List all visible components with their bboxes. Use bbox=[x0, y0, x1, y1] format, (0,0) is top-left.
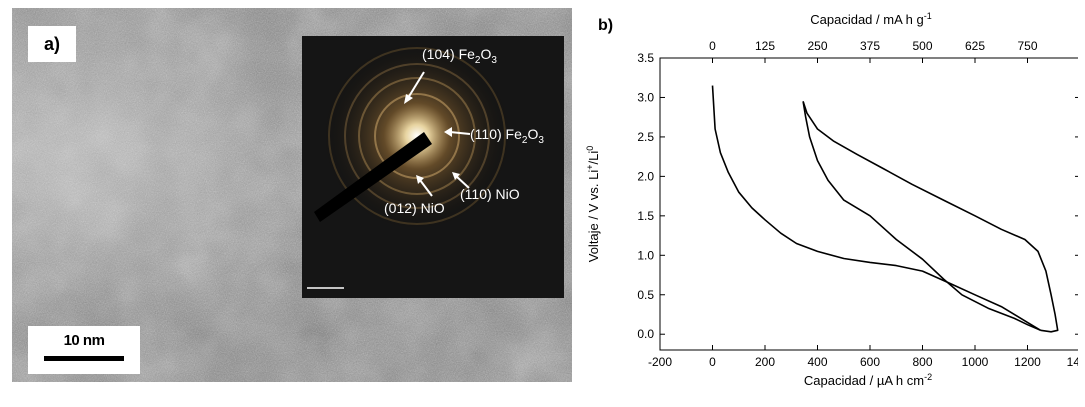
y-tick-label: 1.5 bbox=[637, 209, 654, 223]
y-tick-label: 0.5 bbox=[637, 288, 654, 302]
capacity-voltage-chart: b) Capacidad / mA h g-1 0 125 250 375 500 625… bbox=[585, 11, 1078, 388]
y-axis-title: Voltaje / V vs. Li+/Li0 bbox=[585, 146, 601, 263]
top-tick-label: 625 bbox=[965, 39, 985, 53]
x-tick-label: 200 bbox=[755, 355, 775, 369]
y-tick-label: 2.5 bbox=[637, 130, 654, 144]
curves bbox=[711, 85, 1059, 333]
caption-strip bbox=[0, 392, 1085, 407]
scale-bar-line bbox=[44, 356, 124, 361]
series-line-2 bbox=[802, 101, 1059, 333]
x-tick-label: 400 bbox=[807, 355, 827, 369]
top-axis-title: Capacidad / mA h g-1 bbox=[810, 11, 931, 27]
top-tick-label: 500 bbox=[912, 39, 932, 53]
tem-image-panel: a) 10 nm bbox=[12, 8, 572, 382]
top-tick-label: 750 bbox=[1017, 39, 1037, 53]
x-tick-label: 0 bbox=[709, 355, 716, 369]
y-tick-label: 3.0 bbox=[637, 90, 654, 104]
x-tick-label: 600 bbox=[860, 355, 880, 369]
top-tick-label: 125 bbox=[755, 39, 775, 53]
x-tick-label: -200 bbox=[648, 355, 672, 369]
y-tick-label: 0.0 bbox=[637, 327, 654, 341]
top-tick-label: 0 bbox=[709, 39, 716, 53]
top-tick-label: 375 bbox=[860, 39, 880, 53]
inset-label-012-nio: (012) NiO bbox=[384, 200, 445, 216]
x-tick-label: 1400 bbox=[1067, 355, 1078, 369]
y-tick-label: 1.0 bbox=[637, 248, 654, 262]
panel-b-label: b) bbox=[598, 17, 613, 34]
y-tick-label: 3.5 bbox=[637, 51, 654, 65]
x-axis-ticks: -200 0 200 400 600 800 1000 1200 1400 bbox=[648, 345, 1078, 369]
scale-bar: 10 nm bbox=[28, 326, 140, 374]
series-line-0 bbox=[711, 85, 1042, 331]
top-axis-ticks: 0 125 250 375 500 625 750 bbox=[709, 39, 1038, 63]
plot-frame bbox=[659, 57, 1078, 351]
inset-label-110-fe2o3: (110) Fe2O3 bbox=[470, 126, 544, 146]
beam-stopper bbox=[314, 132, 432, 222]
x-tick-label: 1200 bbox=[1014, 355, 1041, 369]
panel-a-label: a) bbox=[28, 26, 76, 62]
x-tick-label: 1000 bbox=[962, 355, 989, 369]
x-axis-title: Capacidad / µA h cm-2 bbox=[804, 372, 932, 388]
diffraction-inset: (104) Fe2O3 (110) Fe2O3 (012) NiO (110) … bbox=[302, 36, 564, 298]
diffraction-pattern bbox=[302, 36, 564, 298]
x-tick-label: 800 bbox=[912, 355, 932, 369]
top-tick-label: 250 bbox=[807, 39, 827, 53]
scale-bar-label: 10 nm bbox=[63, 332, 105, 349]
inset-label-104-fe2o3: (104) Fe2O3 bbox=[422, 46, 497, 66]
inset-label-110-nio: (110) NiO bbox=[460, 186, 520, 202]
y-tick-label: 2.0 bbox=[637, 169, 654, 183]
y-axis-ticks: 0.0 0.5 1.0 1.5 2.0 2.5 3.0 3.5 bbox=[637, 51, 1078, 341]
series-line-1 bbox=[802, 101, 1041, 332]
